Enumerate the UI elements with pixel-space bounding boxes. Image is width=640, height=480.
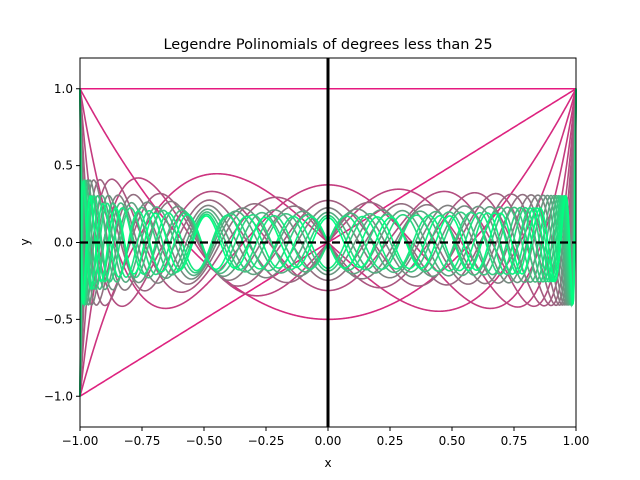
y-axis-label: y: [18, 238, 32, 245]
y-tick-label: −0.5: [44, 312, 73, 326]
x-tick-label: 0.25: [377, 434, 404, 448]
y-tick-label: 0.0: [54, 236, 73, 250]
x-axis: −1.00 −0.75 −0.50 −0.25 0.00 0.25 0.50 0.75 1.00: [62, 427, 590, 448]
reference-lines: [80, 58, 576, 427]
x-tick-label: −1.00: [62, 434, 99, 448]
plot-area: [79, 57, 577, 428]
x-tick-label: −0.25: [248, 434, 285, 448]
y-tick-label: 1.0: [54, 82, 73, 96]
x-tick-label: 0.00: [315, 434, 342, 448]
x-tick-label: −0.50: [186, 434, 223, 448]
y-tick-label: −1.0: [44, 389, 73, 403]
x-tick-label: 0.75: [501, 434, 528, 448]
x-tick-label: 1.00: [563, 434, 590, 448]
chart-title: Legendre Polinomials of degrees less tha…: [163, 37, 492, 53]
y-tick-label: 0.5: [54, 159, 73, 173]
x-tick-label: 0.50: [439, 434, 466, 448]
x-axis-label: x: [324, 456, 331, 470]
y-axis: −1.0 −0.5 0.0 0.5 1.0: [44, 82, 80, 403]
x-tick-label: −0.75: [124, 434, 161, 448]
